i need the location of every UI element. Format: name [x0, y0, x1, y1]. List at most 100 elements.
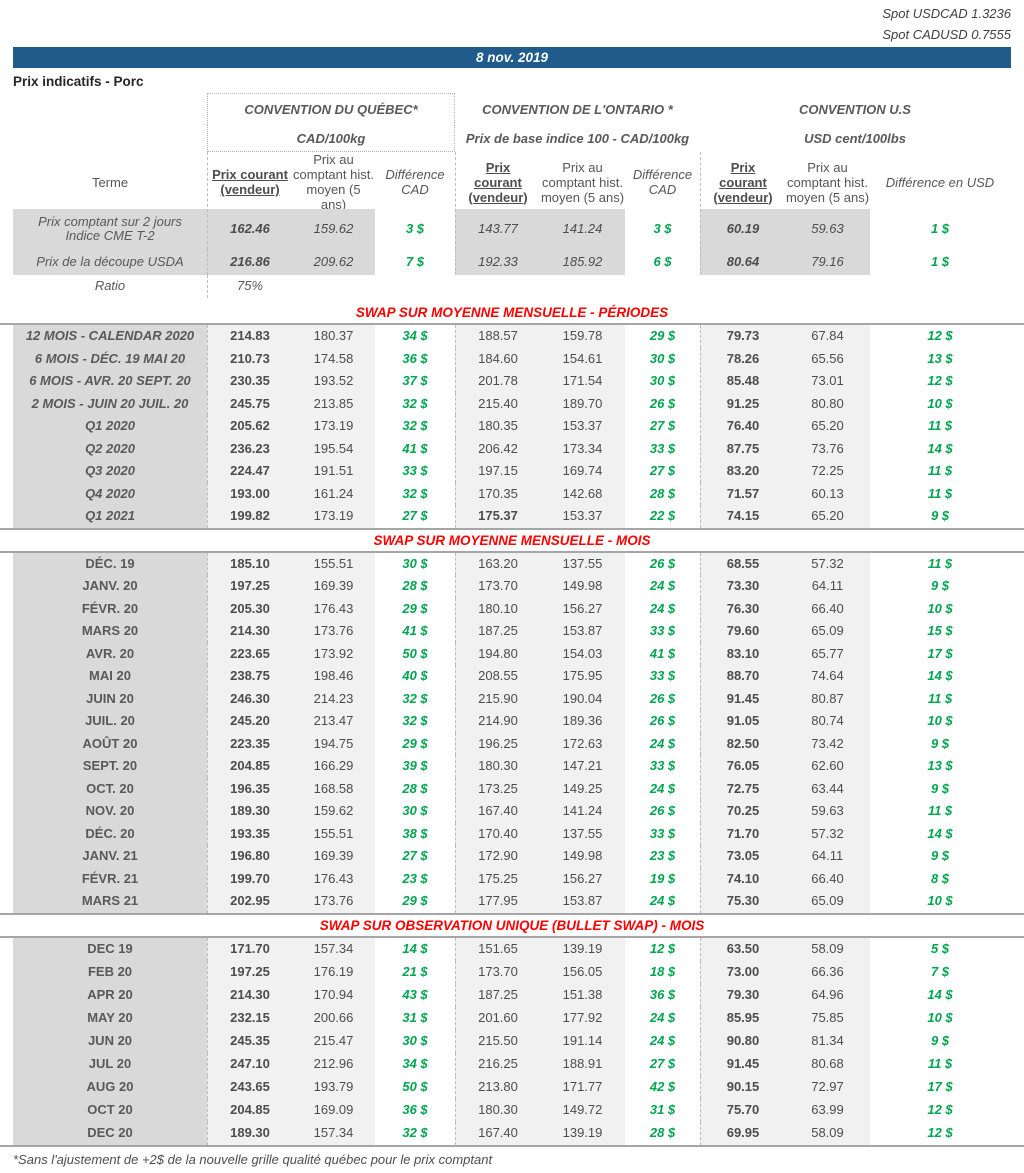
section-divider: [0, 323, 1024, 325]
cell-us-comptant: 74.64: [785, 665, 870, 688]
cell-qc-diff: 27 $: [402, 848, 428, 863]
cell-qc-comptant: 157.34: [292, 937, 375, 961]
column-header-terme: Terme: [91, 174, 129, 190]
cell-on-comptant: 149.72: [540, 1098, 625, 1122]
cell-qc-comptant: 161.24: [292, 482, 375, 505]
cell-on-diff: 26 $: [649, 803, 676, 818]
cell-qc-courant: 214.83: [207, 325, 292, 348]
section-title: SWAP SUR OBSERVATION UNIQUE (BULLET SWAP…: [319, 917, 705, 933]
cell-on-comptant: 139.19: [540, 937, 625, 961]
cell-qc-comptant: 213.85: [292, 392, 375, 415]
cell-qc-comptant: 159.62: [292, 209, 375, 249]
cell-on-comptant: 153.87: [540, 620, 625, 643]
cell-on-courant: 180.30: [455, 1098, 540, 1122]
section-rows: DEC 19 171.70 157.34 14 $151.65 139.19 12 $63…: [13, 937, 1011, 1145]
cell-qc-comptant: 169.39: [292, 845, 375, 868]
ratio-label: Ratio: [94, 278, 126, 294]
cell-us-comptant: 59.63: [785, 209, 870, 249]
cell-on-comptant: 190.04: [540, 687, 625, 710]
cell-us-diff: 7 $: [930, 963, 950, 979]
cell-on-courant: 143.77: [455, 209, 540, 249]
cell-qc-comptant: 176.43: [292, 867, 375, 890]
cell-qc-courant: 204.85: [207, 1098, 292, 1122]
table-row: DÉC. 19 185.10 155.51 30 $ 163.20 137.55 26 $ 6…: [13, 552, 1011, 575]
cell-on-comptant: 137.55: [540, 552, 625, 575]
table-row: Q1 2020 205.62 173.19 32 $ 180.35 153.37 27 $ 7…: [13, 415, 1011, 438]
cell-qc-diff: 32 $: [402, 690, 428, 706]
cell-on-courant: 187.25: [455, 983, 540, 1007]
table-row: AOÛT 20 223.35 194.75 29 $ 196.25 172.63 24 $ 8…: [13, 732, 1011, 755]
cell-us-comptant: 66.36: [785, 960, 870, 984]
cell-qc-comptant: 159.62: [292, 800, 375, 823]
row-terme: DEC 19: [13, 937, 207, 961]
cell-us-diff: 13 $: [927, 758, 953, 773]
cell-us-diff: 1 $: [930, 220, 950, 236]
cell-us-comptant: 64.11: [785, 575, 870, 598]
row-terme: OCT. 20: [13, 777, 207, 800]
table-row: DEC 20 189.30 157.34 32 $ 167.40 139.19 28 $ 69…: [13, 1121, 1011, 1145]
cell-qc-diff: 27 $: [402, 508, 428, 523]
cell-us-comptant: 72.97: [785, 1075, 870, 1099]
cell-on-comptant: 149.98: [540, 575, 625, 598]
cell-qc-courant: 216.86: [207, 249, 292, 275]
cell-qc-comptant: 214.23: [292, 687, 375, 710]
section-title: SWAP SUR MOYENNE MENSUELLE - MOIS: [373, 532, 651, 548]
cell-on-courant: 151.65: [455, 937, 540, 961]
cell-us-diff: 11 $: [927, 1055, 953, 1071]
cell-us-courant: 73.05: [700, 845, 785, 868]
cell-qc-diff: 41 $: [402, 623, 428, 638]
cell-qc-courant: 210.73: [207, 347, 292, 370]
cell-on-courant: 180.30: [455, 755, 540, 778]
column-header-us-comptant: Prix au comptant hist. moyen (5 ans): [785, 159, 870, 205]
cell-on-diff: 33 $: [649, 758, 676, 773]
row-terme: JUL 20: [13, 1052, 207, 1076]
cell-on-diff: 33 $: [649, 668, 676, 683]
cell-qc-diff: 40 $: [402, 668, 428, 683]
column-header-us-courant: Prix courant (vendeur): [700, 152, 785, 212]
cell-us-comptant: 59.63: [785, 800, 870, 823]
cell-us-diff: 8 $: [930, 870, 950, 886]
cell-us-courant: 82.50: [700, 732, 785, 755]
cell-qc-courant: 171.70: [207, 937, 292, 961]
cell-us-comptant: 73.42: [785, 732, 870, 755]
cell-on-comptant: 177.92: [540, 1006, 625, 1030]
convention-ontario-title: CONVENTION DE L'ONTARIO *: [482, 101, 673, 117]
cell-us-courant: 91.45: [700, 1052, 785, 1076]
cell-qc-courant: 199.82: [207, 505, 292, 528]
table-row: Prix de la découpe USDA 216.86 209.62 7 $ 19…: [13, 249, 1011, 275]
row-terme: NOV. 20: [13, 800, 207, 823]
cell-qc-comptant: 193.52: [292, 370, 375, 393]
table-row: JUL 20 247.10 212.96 34 $ 216.25 188.91 27 $ 91…: [13, 1052, 1011, 1076]
cell-on-courant: 175.25: [455, 867, 540, 890]
cell-on-comptant: 154.03: [540, 642, 625, 665]
table-row: AVR. 20 223.65 173.92 50 $ 194.80 154.03 41 $ 8…: [13, 642, 1011, 665]
cell-us-courant: 76.05: [700, 755, 785, 778]
cell-on-diff: 24 $: [649, 1032, 676, 1048]
cell-on-diff: 27 $: [649, 463, 676, 478]
column-header-qc-comptant: Prix au comptant hist. moyen (5 ans): [293, 152, 374, 212]
cell-us-courant: 68.55: [700, 552, 785, 575]
cell-qc-courant: 199.70: [207, 867, 292, 890]
cell-on-comptant: 156.05: [540, 960, 625, 984]
cell-us-diff: 10 $: [927, 1009, 953, 1025]
cell-us-courant: 91.45: [700, 687, 785, 710]
cell-qc-courant: 214.30: [207, 620, 292, 643]
cell-us-comptant: 79.16: [785, 249, 870, 275]
cell-us-comptant: 65.56: [785, 347, 870, 370]
cell-us-courant: 90.80: [700, 1029, 785, 1053]
section-divider: [0, 912, 1024, 915]
cell-us-comptant: 66.40: [785, 867, 870, 890]
cell-us-comptant: 57.32: [785, 822, 870, 845]
cell-qc-comptant: 173.92: [292, 642, 375, 665]
header-spacer: [13, 93, 207, 125]
cell-qc-courant: 230.35: [207, 370, 292, 393]
table-row: FÉVR. 20 205.30 176.43 29 $ 180.10 156.27 24 $…: [13, 597, 1011, 620]
cell-us-courant: 78.26: [700, 347, 785, 370]
cell-on-diff: 24 $: [649, 735, 676, 751]
table-row: OCT 20 204.85 169.09 36 $ 180.30 149.72 31 $ 75…: [13, 1098, 1011, 1122]
row-terme: Prix de la découpe USDA: [13, 249, 207, 275]
table-row: Q4 2020 193.00 161.24 32 $ 170.35 142.68 28 $ 7…: [13, 482, 1011, 505]
row-terme: MAI 20: [13, 665, 207, 688]
convention-quebec-unit: CAD/100kg: [207, 125, 455, 152]
row-terme: JUIN 20: [13, 687, 207, 710]
